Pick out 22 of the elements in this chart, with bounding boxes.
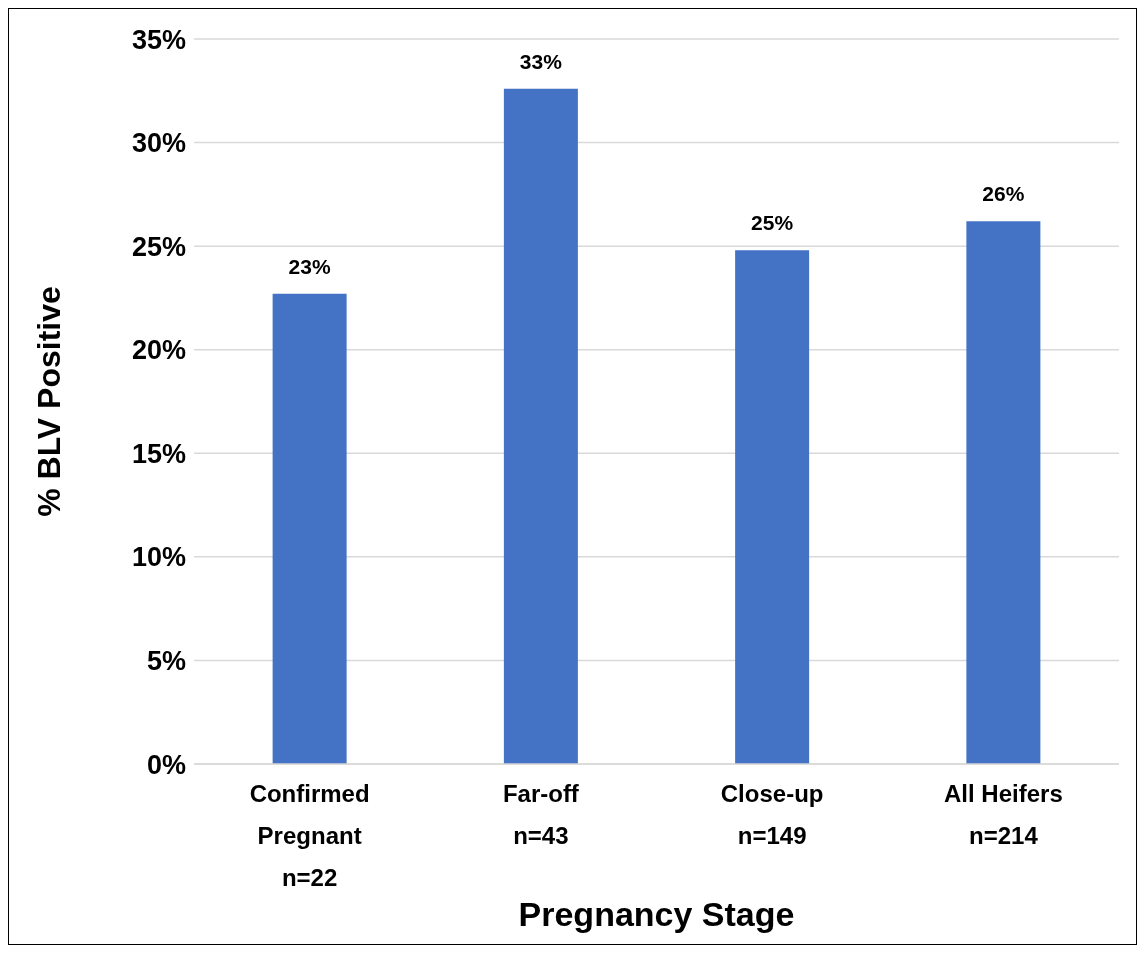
y-tick-label: 35%: [131, 24, 186, 55]
bar: [503, 88, 578, 764]
x-tick-label: Far-off n=43: [502, 780, 580, 849]
bar: [272, 293, 347, 764]
x-tick-label: Confirmed Pregnant n=22: [249, 780, 370, 891]
y-tick-label: 5%: [146, 646, 186, 677]
x-tick-label: Close-up n=149: [720, 780, 824, 849]
y-tick-label: 0%: [146, 749, 186, 780]
y-tick-label: 20%: [131, 335, 186, 366]
y-tick-label: 10%: [131, 542, 186, 573]
x-axis-title: Pregnancy Stage: [518, 895, 795, 933]
bar: [735, 250, 810, 764]
data-label: 25%: [751, 211, 794, 235]
data-label: 23%: [288, 254, 331, 278]
y-tick-label: 30%: [131, 128, 186, 159]
y-tick-label: 25%: [131, 231, 186, 262]
y-axis-title: % BLV Positive: [31, 286, 68, 517]
x-tick-label: All Heifers n=214: [944, 780, 1063, 849]
data-label: 33%: [519, 49, 563, 73]
data-label: 26%: [982, 182, 1025, 206]
y-tick-label: 15%: [131, 438, 186, 469]
bar: [966, 221, 1041, 764]
